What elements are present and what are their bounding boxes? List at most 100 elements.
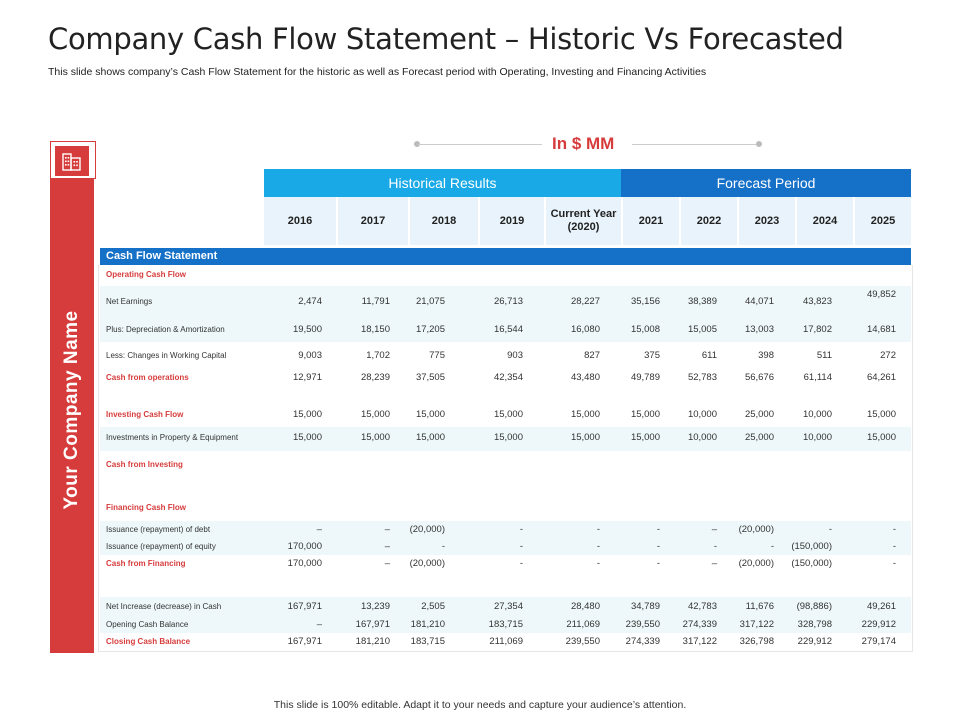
table-cell: - xyxy=(596,524,600,535)
table-cell: – xyxy=(711,558,717,569)
table-cell: 167,971 xyxy=(355,619,390,630)
year-cell: 2024 xyxy=(795,197,853,245)
year-cell: 2017 xyxy=(336,197,408,245)
table-cell: 183,715 xyxy=(488,619,523,630)
table-cell: 17,802 xyxy=(802,324,832,335)
table-cell: 10,000 xyxy=(687,432,717,443)
table-row-depreciation: Plus: Depreciation & Amortization 19,500 1… xyxy=(100,314,911,342)
table-cell: 317,122 xyxy=(682,636,717,647)
year-cell: 2016 xyxy=(264,197,336,245)
table-cell: - xyxy=(892,541,896,552)
table-cell: 15,000 xyxy=(630,409,660,420)
table-row-opening-balance: Opening Cash Balance – 167,971 181,210 183,7… xyxy=(100,617,911,633)
table-cell: 211,069 xyxy=(566,619,600,630)
table-cell: 15,000 xyxy=(630,432,660,443)
table-cell: – xyxy=(384,558,390,569)
page-title: Company Cash Flow Statement – Historic V… xyxy=(48,22,844,56)
table-cell: 49,789 xyxy=(630,372,660,383)
table-cell: 28,480 xyxy=(570,601,600,612)
table-cell: 181,210 xyxy=(355,636,390,647)
table-cell: 25,000 xyxy=(744,432,774,443)
table-cell: 15,000 xyxy=(415,432,445,443)
table-cell: 21,075 xyxy=(415,296,445,307)
table-cell: - xyxy=(519,558,523,569)
year-cell: 2022 xyxy=(679,197,737,245)
year-cell: 2025 xyxy=(853,197,911,245)
table-cell: (20,000) xyxy=(409,558,445,569)
table-cell: 167,971 xyxy=(287,601,322,612)
table-row-operating-label: Operating Cash Flow xyxy=(100,266,911,286)
table-cell: 15,000 xyxy=(866,432,896,443)
table-cell: 25,000 xyxy=(744,409,774,420)
table-cell: 35,156 xyxy=(630,296,660,307)
row-label: Net Increase (decrease) in Cash xyxy=(106,602,222,611)
table-row-net-increase: Net Increase (decrease) in Cash 167,971 13… xyxy=(100,597,911,617)
row-label: Less: Changes in Working Capital xyxy=(106,351,227,360)
table-cell: - xyxy=(656,558,660,569)
table-row-investments-ppe: Investments in Property & Equipment 15,00… xyxy=(100,427,911,451)
footer-note: This slide is 100% editable. Adapt it to… xyxy=(273,699,687,711)
table-cell: 56,676 xyxy=(744,372,774,383)
table-cell: (20,000) xyxy=(738,558,774,569)
year-cell: 2018 xyxy=(408,197,478,245)
table-row-net-earnings: Net Earnings 2,474 11,791 21,075 26,713 28,22… xyxy=(100,286,911,314)
table-cell: 827 xyxy=(584,350,600,361)
table-cell: 10,000 xyxy=(802,432,832,443)
table-row-financing-label: Financing Cash Flow xyxy=(100,499,911,521)
table-cell: – xyxy=(316,524,322,535)
table-cell: 326,798 xyxy=(739,636,774,647)
table-cell: 398 xyxy=(758,350,774,361)
table-cell: 15,000 xyxy=(360,409,390,420)
table-cell: 183,715 xyxy=(410,636,445,647)
table-row-closing-balance: Closing Cash Balance 167,971 181,210 183,71… xyxy=(100,633,911,651)
row-label: Financing Cash Flow xyxy=(106,503,187,512)
table-cell: (150,000) xyxy=(791,558,832,569)
table-row-cash-from-investing: Cash from Investing xyxy=(100,451,911,499)
year-cell: Current Year (2020) xyxy=(544,197,621,245)
table-cell: 13,239 xyxy=(360,601,390,612)
table-cell: 274,339 xyxy=(625,636,660,647)
table-cell: – xyxy=(384,541,390,552)
table-cell: 511 xyxy=(816,350,832,361)
row-label: Operating Cash Flow xyxy=(106,270,187,279)
table-cell: 170,000 xyxy=(287,558,322,569)
building-icon xyxy=(55,146,89,176)
table-cell: 239,550 xyxy=(565,636,600,647)
table-cell: 28,239 xyxy=(360,372,390,383)
table-cell: 15,000 xyxy=(570,432,600,443)
table-cell: 15,000 xyxy=(292,409,322,420)
table-cell: 15,000 xyxy=(415,409,445,420)
table-cell: 167,971 xyxy=(287,636,322,647)
table-row-cash-from-financing: Cash from Financing 170,000 – (20,000) - - - – (… xyxy=(100,555,911,597)
table-cell: 15,000 xyxy=(292,432,322,443)
unit-line-left xyxy=(418,144,542,145)
table-cell: 274,339 xyxy=(682,619,717,630)
table-cell: 15,000 xyxy=(493,409,523,420)
row-label: Closing Cash Balance xyxy=(106,637,191,646)
row-label: Cash from Investing xyxy=(106,460,183,469)
table-cell: 16,080 xyxy=(570,324,600,335)
unit-line-dot-left xyxy=(414,141,420,147)
table-cell: 272 xyxy=(880,350,896,361)
row-label: Issuance (repayment) of debt xyxy=(106,525,211,534)
table-cell: 15,005 xyxy=(687,324,717,335)
table-cell: 38,389 xyxy=(687,296,717,307)
table-cell: – xyxy=(711,524,717,535)
row-label: Investments in Property & Equipment xyxy=(106,433,239,442)
table-cell: 13,003 xyxy=(744,324,774,335)
row-label: Plus: Depreciation & Amortization xyxy=(106,325,225,334)
table-cell: (20,000) xyxy=(738,524,774,535)
table-cell: 11,676 xyxy=(745,601,774,612)
row-label: Investing Cash Flow xyxy=(106,410,184,419)
table-cell: 10,000 xyxy=(687,409,717,420)
table-cell: 42,354 xyxy=(493,372,523,383)
table-cell: 15,000 xyxy=(360,432,390,443)
table-cell: 211,069 xyxy=(489,636,523,647)
table-cell: 328,798 xyxy=(797,619,832,630)
year-cell: 2023 xyxy=(737,197,795,245)
table-cell: 42,783 xyxy=(687,601,717,612)
table-cell: – xyxy=(316,619,322,630)
table-cell: 43,480 xyxy=(570,372,600,383)
table-cell: 61,114 xyxy=(803,372,832,383)
table-cell: - xyxy=(892,524,896,535)
